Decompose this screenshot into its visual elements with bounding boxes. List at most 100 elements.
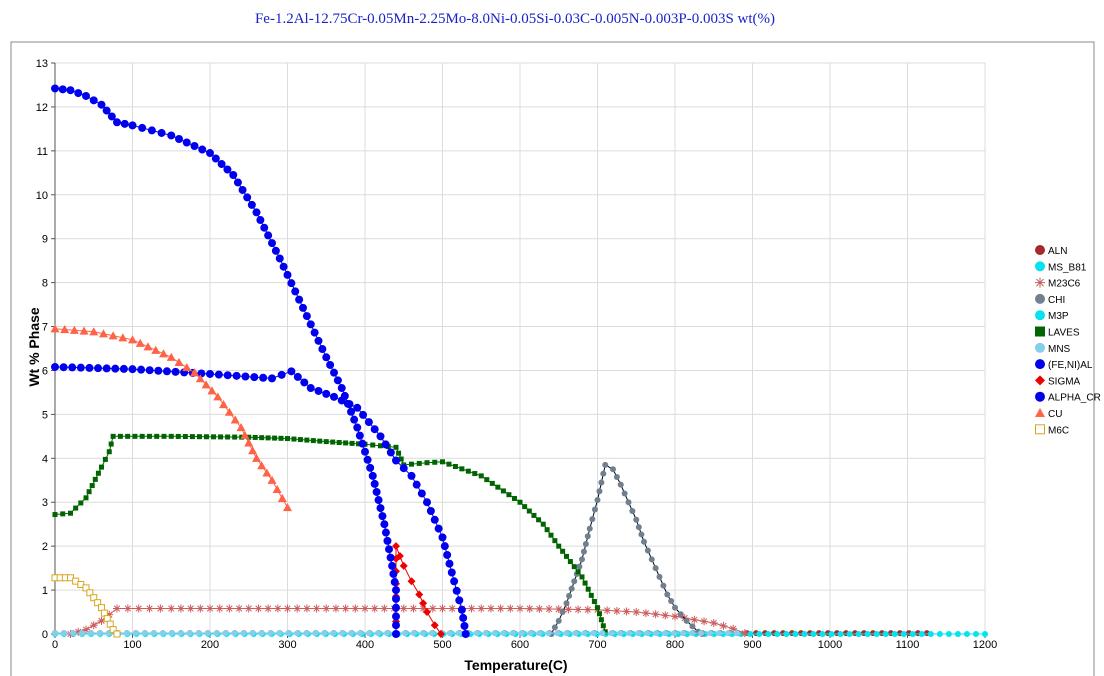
data-point-laves (349, 440, 355, 446)
data-point-m23c6 (486, 604, 495, 613)
data-point-m23c6 (167, 604, 176, 613)
data-point-cu (240, 430, 250, 439)
data-point-fe-ni-al (68, 363, 77, 372)
series-laves (52, 433, 608, 635)
data-point-fe-ni-al (268, 374, 276, 383)
data-point-fe-ni-al (223, 371, 232, 380)
legend-label-alpha-cr: ALPHA_CR (1048, 393, 1101, 404)
legend-marker-ms-b81 (1035, 261, 1045, 272)
data-point-chi (602, 461, 609, 468)
data-point-mns (141, 630, 148, 637)
data-point-cu (224, 407, 234, 416)
data-point-ms-b81 (747, 631, 754, 637)
data-point-cu (262, 468, 272, 477)
data-point-sigma (430, 621, 439, 630)
data-point-mns (590, 630, 597, 637)
data-point-fe-ni-al (162, 367, 171, 376)
data-point-alpha-cr (190, 142, 199, 151)
data-point-fe-ni-al (145, 366, 154, 375)
data-point-m23c6 (564, 605, 573, 614)
data-point-alpha-cr (299, 303, 307, 312)
data-point-cu (79, 326, 89, 335)
data-point-laves (396, 450, 402, 456)
data-point-ms-b81 (837, 631, 844, 637)
data-point-fe-ni-al (300, 378, 309, 387)
data-point-mns (330, 630, 337, 637)
data-point-laves (323, 439, 329, 445)
data-point-mns (348, 630, 355, 637)
data-point-chi (610, 466, 616, 473)
data-point-fe-ni-al (438, 533, 447, 542)
data-point-ms-b81 (891, 631, 898, 637)
data-point-alpha-cr (358, 439, 367, 448)
data-point-fe-ni-al (171, 367, 180, 376)
data-point-fe-ni-al (314, 386, 323, 395)
data-point-m23c6 (661, 611, 670, 620)
data-point-cu (174, 357, 184, 367)
data-point-alpha-cr (157, 128, 166, 137)
data-point-sigma (415, 590, 424, 599)
data-point-alpha-cr (366, 463, 375, 472)
x-tick-label: 300 (278, 639, 296, 651)
data-point-mns (159, 630, 166, 637)
data-point-ms-b81 (783, 631, 790, 637)
data-point-laves (139, 433, 145, 439)
data-point-mns (87, 630, 94, 637)
data-point-laves (536, 517, 542, 523)
data-point-m23c6 (690, 615, 699, 624)
data-point-m23c6 (331, 604, 340, 613)
data-point-laves (575, 569, 581, 575)
y-tick-label: 11 (37, 146, 48, 158)
data-point-alpha-cr (291, 287, 300, 296)
data-point-mns (249, 630, 256, 637)
y-tick-label: 10 (36, 190, 48, 202)
data-point-sigma (407, 577, 416, 586)
y-tick-label: 8 (42, 278, 48, 290)
data-point-m23c6 (438, 604, 447, 613)
data-point-mns (536, 630, 543, 637)
data-point-m23c6 (176, 604, 185, 613)
data-point-mns (671, 630, 678, 637)
data-point-chi (566, 592, 573, 599)
data-point-cu (213, 392, 223, 401)
data-point-chi (621, 490, 628, 497)
data-point-chi (568, 585, 575, 592)
data-point-mns (527, 630, 534, 637)
data-point-alpha-cr (389, 569, 398, 578)
data-point-fe-ni-al (364, 418, 373, 427)
data-point-laves (168, 433, 174, 439)
data-point-mns (204, 630, 211, 637)
data-point-chi (660, 582, 667, 589)
data-point-alpha-cr (206, 149, 214, 158)
data-point-mns (635, 630, 642, 637)
data-point-ms-b81 (846, 631, 853, 637)
data-point-m23c6 (206, 604, 214, 613)
data-point-m23c6 (380, 604, 389, 613)
data-point-sigma (436, 630, 445, 638)
data-point-cu (272, 484, 282, 493)
data-point-fe-ni-al (76, 363, 85, 372)
data-point-alpha-cr (223, 165, 232, 174)
data-point-mns (500, 630, 507, 637)
data-point-alpha-cr (306, 320, 315, 329)
data-point-m23c6 (740, 629, 749, 638)
data-point-laves (203, 434, 209, 440)
data-point-laves (246, 434, 252, 440)
data-point-m23c6 (496, 604, 505, 613)
data-point-laves (459, 466, 465, 472)
data-point-m23c6 (273, 604, 282, 613)
data-point-mns (168, 630, 175, 637)
data-point-laves (517, 499, 523, 505)
data-point-m23c6 (156, 604, 165, 613)
data-point-mns (698, 630, 705, 637)
data-point-laves (571, 564, 577, 570)
data-point-cu (248, 446, 258, 455)
data-point-laves (582, 580, 588, 586)
data-point-laves (511, 495, 517, 501)
data-point-fe-ni-al (306, 384, 315, 393)
data-point-alpha-cr (318, 345, 327, 354)
data-point-cu (143, 342, 153, 351)
data-point-laves (531, 512, 537, 518)
data-point-cu (118, 333, 128, 342)
x-tick-label: 500 (433, 639, 451, 651)
